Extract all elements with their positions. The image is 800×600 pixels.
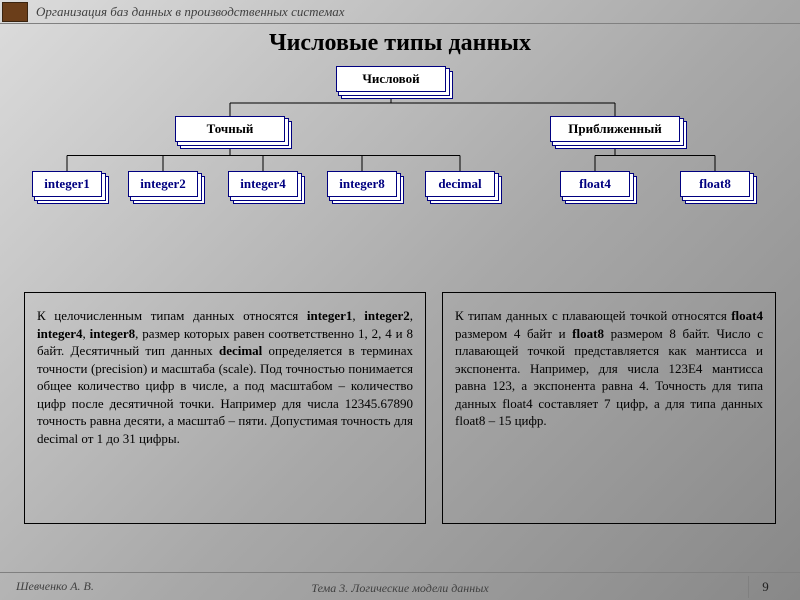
node-f8: float8 (680, 171, 750, 197)
node-root: Числовой (336, 66, 446, 92)
integer-description: К целочисленным типам данных относятся i… (24, 292, 426, 524)
node-int2: integer2 (128, 171, 198, 197)
page-title: Числовые типы данных (0, 30, 800, 57)
node-int4: integer4 (228, 171, 298, 197)
node-dec: decimal (425, 171, 495, 197)
float-description: К типам данных с плавающей точкой относя… (442, 292, 776, 524)
footer-bar: Шевченко А. В. Тема 3. Логические модели… (0, 572, 800, 600)
footer-topic: Тема 3. Логические модели данных (0, 581, 800, 596)
node-int1: integer1 (32, 171, 102, 197)
node-exact: Точный (175, 116, 285, 142)
type-hierarchy-diagram: Числовой Точный Приближенный integer1 intege… (0, 66, 800, 236)
node-approx: Приближенный (550, 116, 680, 142)
node-int8: integer8 (327, 171, 397, 197)
slide-page: Организация баз данных в производственны… (0, 0, 800, 600)
header-bar: Организация баз данных в производственны… (0, 0, 800, 24)
course-title: Организация баз данных в производственны… (36, 4, 345, 20)
page-number: 9 (748, 576, 782, 598)
org-logo-icon (2, 2, 28, 22)
node-f4: float4 (560, 171, 630, 197)
